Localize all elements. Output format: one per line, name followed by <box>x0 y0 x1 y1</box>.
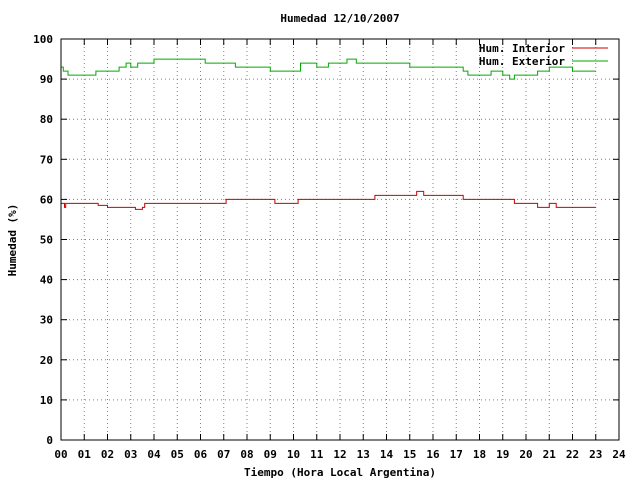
y-tick-label: 100 <box>33 33 53 46</box>
plot-border <box>60 38 620 441</box>
x-tick-label: 10 <box>287 448 300 461</box>
x-tick-label: 01 <box>78 448 92 461</box>
x-tick-label: 15 <box>403 448 416 461</box>
x-tick-labels: 00 01 02 03 04 05 06 07 08 09 10 11 12 13 14 15 16 17 18 19… <box>54 448 626 461</box>
legend-label: Hum. Interior <box>479 42 565 55</box>
grid-lines <box>61 39 619 440</box>
x-tick-label: 06 <box>194 448 208 461</box>
y-tick-label: 30 <box>40 314 53 327</box>
x-tick-label: 00 <box>54 448 67 461</box>
x-tick-label: 03 <box>124 448 137 461</box>
x-tick-label: 20 <box>519 448 532 461</box>
y-tick-label: 60 <box>40 193 53 206</box>
y-tick-label: 0 <box>46 434 53 447</box>
data-series <box>61 58 596 210</box>
y-axis-label: Humedad (%) <box>6 204 19 277</box>
y-tick-label: 20 <box>40 354 53 367</box>
x-tick-label: 05 <box>171 448 184 461</box>
y-tick-label: 90 <box>40 73 53 86</box>
x-tick-label: 04 <box>147 448 161 461</box>
x-axis-label: Tiempo (Hora Local Argentina) <box>244 466 436 479</box>
y-tick-label: 40 <box>40 274 53 287</box>
x-tick-label: 07 <box>217 448 230 461</box>
x-tick-label: 14 <box>380 448 394 461</box>
x-tick-label: 21 <box>543 448 557 461</box>
y-tick-label: 50 <box>40 234 53 247</box>
y-tick-label: 70 <box>40 153 53 166</box>
x-tick-label: 11 <box>310 448 324 461</box>
x-tick-label: 13 <box>357 448 370 461</box>
x-tick-label: 08 <box>240 448 253 461</box>
x-tick-label: 17 <box>450 448 463 461</box>
x-tick-label: 12 <box>333 448 346 461</box>
x-tick-label: 16 <box>426 448 440 461</box>
y-tick-label: 80 <box>40 113 53 126</box>
chart-title: Humedad 12/10/2007 <box>280 12 399 25</box>
x-tick-label: 19 <box>496 448 509 461</box>
x-tick-label: 02 <box>101 448 114 461</box>
x-tick-label: 22 <box>566 448 579 461</box>
y-tick-label: 10 <box>40 394 53 407</box>
x-tick-label: 23 <box>589 448 602 461</box>
y-tick-labels: 0 10 20 30 40 50 60 70 80 90 100 <box>33 33 53 447</box>
series-line-exterior <box>61 58 596 80</box>
x-tick-label: 18 <box>473 448 486 461</box>
legend-label: Hum. Exterior <box>479 55 565 68</box>
x-tick-label: 24 <box>612 448 626 461</box>
x-tick-label: 09 <box>264 448 277 461</box>
series-line-interior <box>61 190 596 210</box>
